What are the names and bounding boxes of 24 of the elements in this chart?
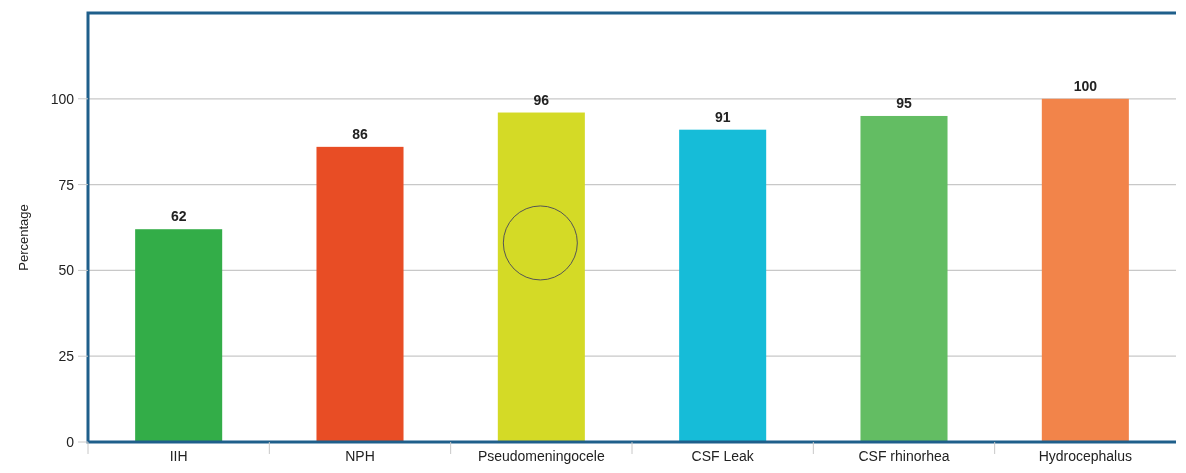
bar <box>860 115 948 442</box>
y-axis-title: Percentage <box>16 204 31 271</box>
bar <box>679 129 767 442</box>
bar <box>497 112 585 442</box>
y-tick-label: 50 <box>58 262 75 279</box>
x-tick-label: CSF Leak <box>691 448 755 464</box>
x-tick-label: CSF rhinorhea <box>858 448 950 464</box>
y-tick-label: 0 <box>66 433 75 450</box>
x-tick-label: NPH <box>345 448 375 464</box>
bar <box>1041 98 1129 442</box>
data-label: 91 <box>714 108 731 125</box>
data-label: 86 <box>352 125 368 142</box>
data-label: 62 <box>170 208 187 225</box>
bar <box>316 146 404 442</box>
y-tick-label: 25 <box>58 348 75 365</box>
data-label: 100 <box>1073 77 1098 94</box>
x-tick-label: Pseudomeningocele <box>477 448 605 464</box>
bar <box>135 229 223 442</box>
data-label: 95 <box>896 94 912 111</box>
y-tick-label: 100 <box>50 90 75 107</box>
data-label: 96 <box>533 91 550 108</box>
x-tick-label: Hydrocephalus <box>1038 448 1133 464</box>
y-tick-label: 75 <box>58 176 75 193</box>
x-tick-label: IIH <box>169 448 188 464</box>
